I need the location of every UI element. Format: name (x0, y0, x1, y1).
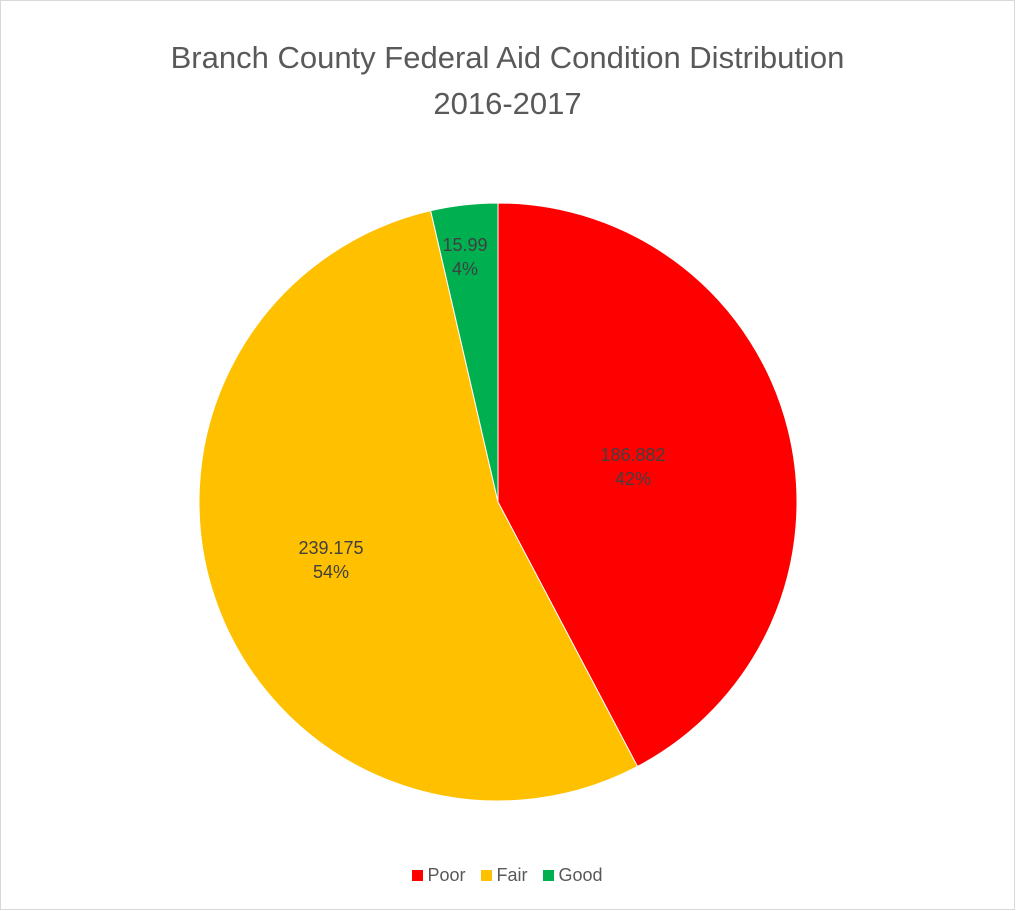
chart-title-line-2: 2016-2017 (433, 86, 582, 121)
chart-title-line-1: Branch County Federal Aid Condition Dist… (170, 40, 845, 75)
pie-slices (198, 202, 798, 802)
chart-title: Branch County Federal Aid Condition Dist… (1, 35, 1014, 127)
legend-label-poor: Poor (427, 865, 466, 885)
legend-label-good: Good (558, 865, 603, 885)
data-label-value-poor: 186.882 (600, 445, 665, 465)
pie-data-labels: 186.882 42% 239.175 54% 15.99 4% (298, 235, 665, 582)
data-label-percent-good: 4% (452, 259, 478, 279)
legend-swatch-poor (412, 870, 424, 881)
legend-swatch-good (543, 870, 555, 881)
legend-item-poor: Poor (412, 865, 465, 886)
pie-slice-fair (198, 210, 639, 802)
legend-item-good: Good (543, 865, 603, 886)
data-label-value-fair: 239.175 (298, 538, 363, 558)
legend-label-fair: Fair (496, 865, 528, 885)
pie-slice-poor (497, 202, 798, 768)
legend-swatch-fair (481, 870, 493, 881)
data-label-percent-fair: 54% (313, 562, 349, 582)
legend-item-fair: Fair (481, 865, 527, 886)
pie-slice-good (430, 202, 499, 503)
legend: Poor Fair Good (1, 865, 1014, 886)
data-label-percent-poor: 42% (615, 469, 651, 489)
data-label-value-good: 15.99 (442, 235, 487, 255)
